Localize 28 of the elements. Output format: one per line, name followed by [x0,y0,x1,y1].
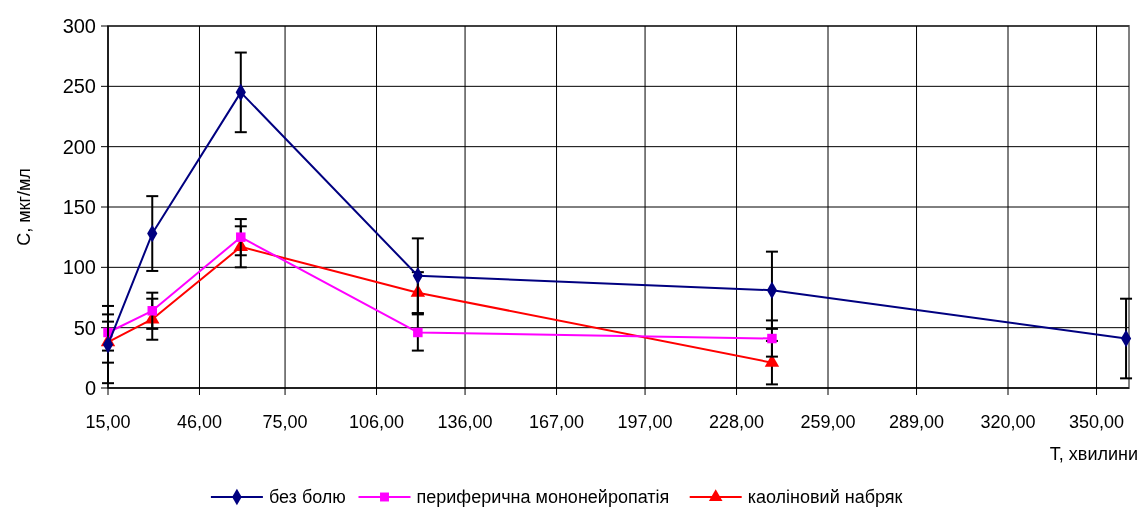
legend-label: каоліновий набряк [747,487,903,507]
point [147,306,158,316]
point [236,232,246,242]
legend-label: без болю [268,487,346,507]
x-tick-label: 228,00 [709,412,765,432]
legend-label: периферична мононейропатія [416,487,670,507]
x-tick-label: 320,00 [980,412,1036,432]
point [413,327,423,338]
y-tick-label: 200 [62,135,96,158]
x-axis-title: T, хвилини [1049,444,1138,464]
x-tick-label: 167,00 [529,412,585,432]
y-tick-label: 250 [62,75,96,98]
y-tick-label: 50 [73,316,96,339]
x-tick-label: 136,00 [437,412,493,432]
point [767,333,777,344]
x-tick-label: 15,00 [85,412,131,432]
x-tick-label: 289,00 [889,412,945,432]
y-tick-label: 300 [62,15,96,37]
y-axis-title: С, мкг/мл [14,168,34,246]
x-tick-label: 106,00 [349,412,405,432]
x-tick-label: 46,00 [176,412,222,432]
x-tick-label: 75,00 [262,412,308,432]
y-tick-label: 150 [62,196,96,218]
x-tick-label: 350,00 [1069,412,1125,432]
y-tick-label: 100 [62,256,96,279]
x-tick-label: 259,00 [800,412,856,432]
x-tick-label: 197,00 [617,412,673,432]
y-tick-label: 0 [84,377,96,399]
